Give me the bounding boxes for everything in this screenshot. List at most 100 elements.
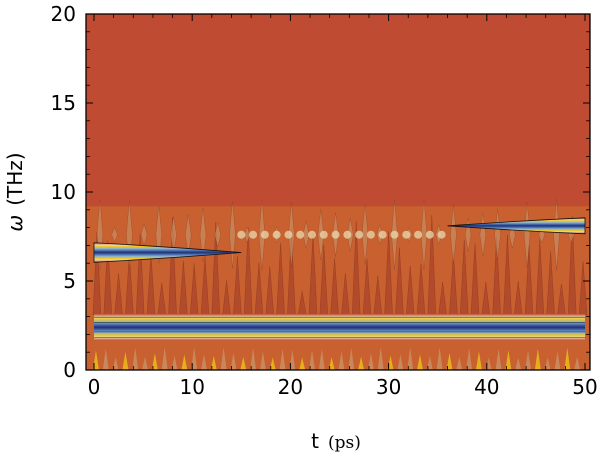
contour-spike bbox=[544, 357, 551, 370]
x-tick-label: 40 bbox=[474, 375, 499, 399]
weak-band-blob bbox=[425, 230, 434, 239]
contour-spike bbox=[161, 347, 168, 370]
weak-band-blob bbox=[260, 230, 269, 239]
weak-band-blob bbox=[272, 230, 281, 239]
contour-spike bbox=[564, 347, 571, 370]
spectral-band bbox=[94, 242, 242, 263]
contour-spike bbox=[475, 351, 482, 370]
spectral-band bbox=[94, 313, 585, 341]
weak-band-blob bbox=[284, 230, 293, 239]
weak-band-blob bbox=[331, 230, 340, 239]
contour-spike bbox=[112, 357, 119, 370]
contour-spike bbox=[250, 347, 257, 370]
contour-spike bbox=[151, 353, 158, 370]
contour-spike bbox=[450, 204, 457, 265]
contour-spike bbox=[181, 354, 188, 370]
x-axis-symbol: t bbox=[311, 429, 319, 453]
contour-spike bbox=[111, 226, 118, 243]
contour-spike bbox=[229, 201, 236, 269]
weak-band-blob bbox=[296, 230, 305, 239]
x-axis-ticks: 0 10 20 30 40 50 bbox=[88, 14, 598, 399]
contour-spike bbox=[240, 356, 247, 370]
contour-spike bbox=[495, 348, 502, 370]
contour-spike bbox=[328, 357, 335, 370]
y-tick-label: 5 bbox=[63, 269, 76, 293]
contour-spike bbox=[200, 354, 207, 370]
contour-spike bbox=[338, 351, 345, 370]
contour-spike bbox=[494, 209, 501, 261]
contour-spike bbox=[367, 352, 374, 370]
y-tick-label: 10 bbox=[51, 180, 76, 204]
weak-band-blob bbox=[437, 230, 446, 239]
contour-spike bbox=[523, 202, 531, 268]
contour-spike bbox=[446, 352, 453, 370]
weak-band-blob bbox=[378, 230, 387, 239]
x-tick-label: 0 bbox=[88, 375, 101, 399]
y-tick-label: 15 bbox=[51, 91, 76, 115]
contour-spike bbox=[553, 199, 560, 271]
contour-spike bbox=[407, 346, 414, 370]
x-tick-label: 20 bbox=[278, 375, 303, 399]
contour-spike bbox=[269, 357, 276, 370]
contour-spike bbox=[417, 354, 424, 370]
contour-spike bbox=[210, 355, 217, 370]
contour-spike bbox=[534, 348, 541, 370]
weak-band-blob bbox=[390, 230, 399, 239]
contour-spike bbox=[318, 348, 325, 370]
contour-spike bbox=[466, 347, 473, 370]
weak-band-blob bbox=[308, 230, 317, 239]
contour-spike bbox=[299, 357, 306, 370]
x-tick-label: 30 bbox=[376, 375, 401, 399]
weak-band-blob bbox=[402, 230, 411, 239]
contour-spike bbox=[132, 347, 139, 370]
y-axis-ticks: 0 5 10 15 20 bbox=[51, 2, 590, 382]
contour-spike bbox=[464, 218, 472, 252]
contour-spike bbox=[220, 347, 227, 370]
contour-line bbox=[93, 242, 242, 263]
plot-area bbox=[86, 14, 590, 370]
contour-spike bbox=[279, 348, 286, 370]
weak-band-blob bbox=[355, 230, 364, 239]
contour-spike bbox=[436, 347, 443, 370]
y-tick-label: 20 bbox=[51, 2, 76, 26]
contour-texture bbox=[86, 199, 590, 370]
weak-band-blob bbox=[366, 230, 375, 239]
contour-spike bbox=[348, 347, 355, 370]
y-axis-label: ω (THz) bbox=[3, 152, 27, 231]
contour-spike bbox=[456, 356, 463, 370]
contour-spike bbox=[309, 350, 316, 370]
x-axis-label: t (ps) bbox=[311, 429, 361, 453]
contour-spike bbox=[102, 348, 109, 370]
contour-spike bbox=[525, 349, 532, 370]
x-tick-label: 50 bbox=[572, 375, 597, 399]
contour-spike bbox=[505, 350, 512, 370]
contour-spike bbox=[214, 222, 221, 247]
contour-spike bbox=[142, 356, 149, 370]
weak-band-blob bbox=[249, 230, 258, 239]
contour-spike bbox=[479, 212, 487, 257]
x-axis-unit: (ps) bbox=[328, 433, 361, 453]
spectral-band bbox=[447, 217, 585, 234]
weak-band-blob bbox=[237, 230, 246, 239]
contour-spike bbox=[515, 357, 522, 370]
weak-band-blob bbox=[319, 230, 328, 239]
contour-spike bbox=[377, 347, 384, 370]
contour-spike bbox=[171, 355, 178, 370]
contour-spike bbox=[358, 356, 365, 370]
weak-band-blob bbox=[414, 230, 423, 239]
contour-spike bbox=[574, 356, 581, 370]
contour-spike bbox=[426, 355, 433, 370]
contour-spike bbox=[170, 216, 177, 254]
spectral-bands bbox=[93, 217, 586, 341]
contour-spike bbox=[554, 351, 561, 370]
x-tick-label: 10 bbox=[179, 375, 204, 399]
contour-spike bbox=[122, 351, 129, 370]
contour-spike bbox=[397, 354, 404, 370]
contour-spike bbox=[259, 351, 266, 370]
contour-spike bbox=[230, 352, 237, 370]
y-tick-label: 0 bbox=[63, 358, 76, 382]
weak-band-blob bbox=[343, 230, 352, 239]
y-axis-symbol: ω bbox=[3, 215, 27, 232]
y-axis-unit: (THz) bbox=[3, 152, 27, 205]
